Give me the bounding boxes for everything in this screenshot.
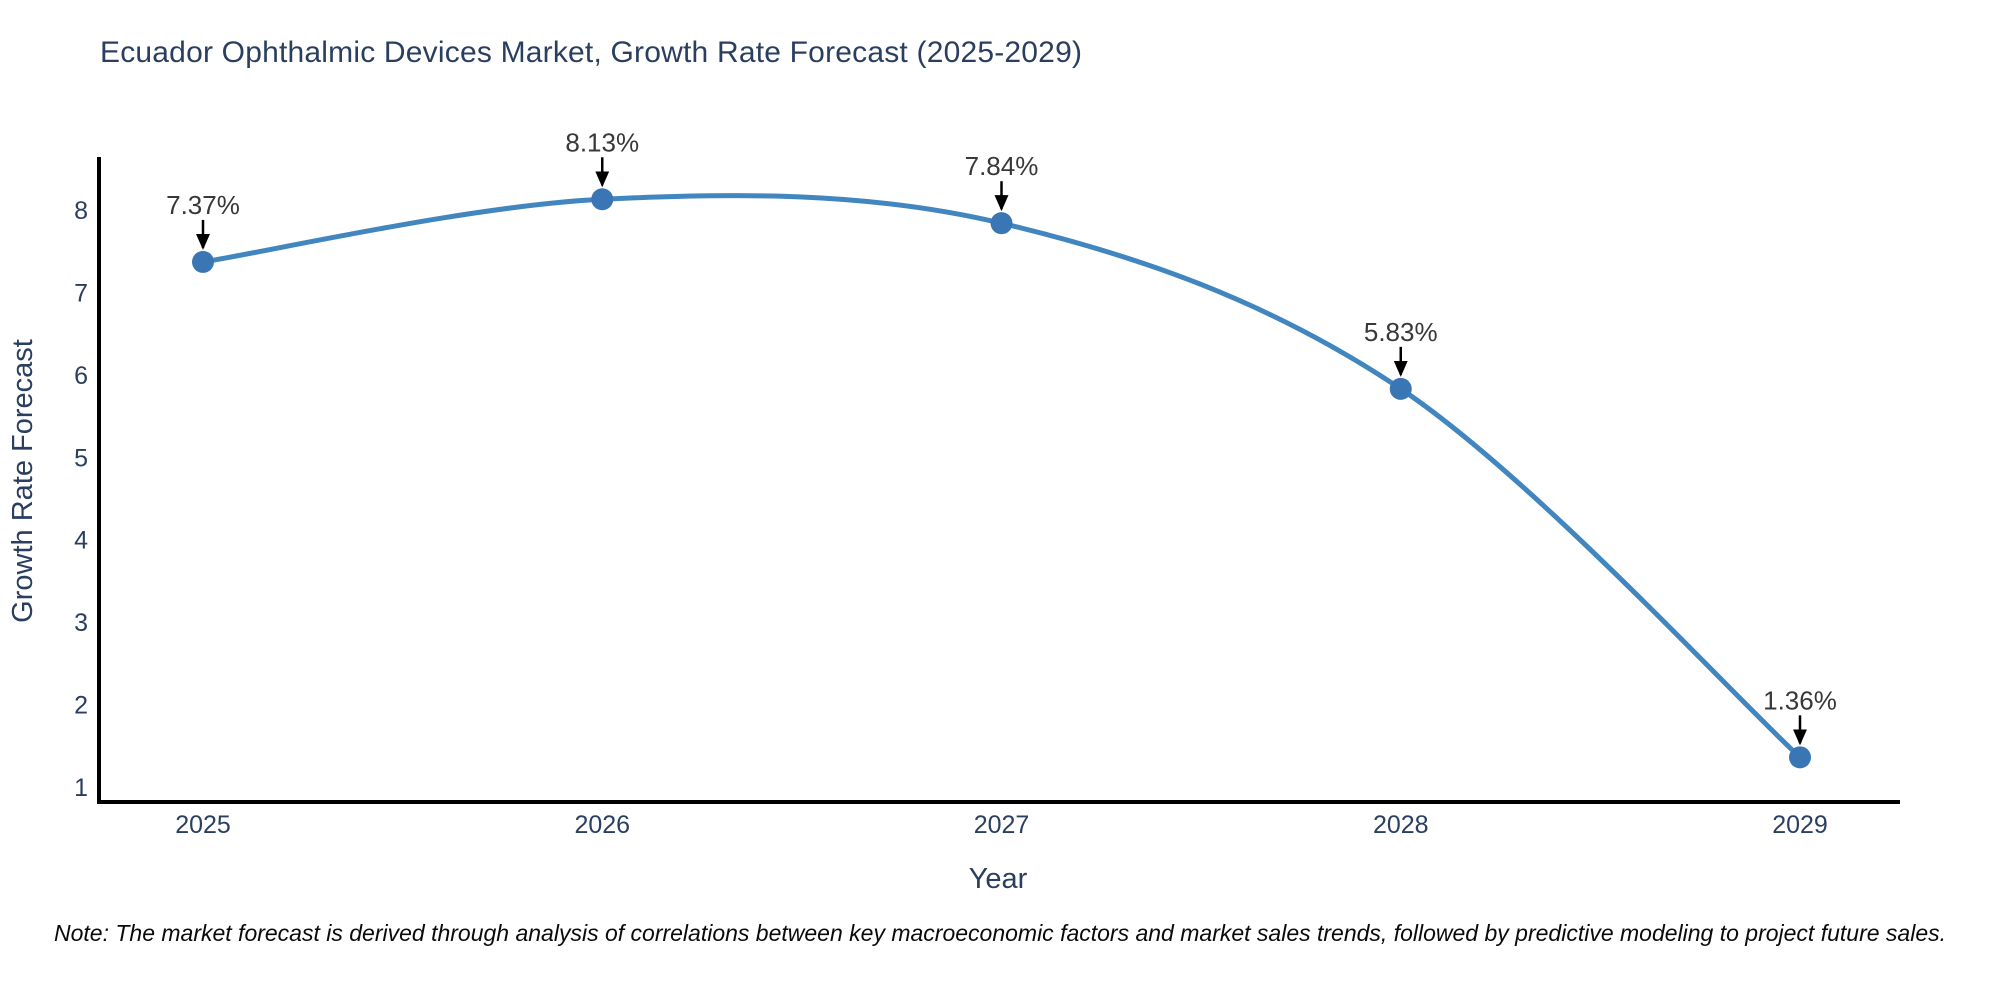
data-label: 1.36% (1763, 685, 1837, 715)
data-label: 7.37% (166, 190, 240, 220)
data-point-marker[interactable] (1389, 377, 1412, 400)
chart-title: Ecuador Ophthalmic Devices Market, Growt… (100, 36, 1083, 69)
y-tick-label: 3 (74, 609, 88, 637)
trend-line (202, 193, 1802, 760)
data-point-marker[interactable] (990, 212, 1013, 235)
y-tick-label: 7 (74, 279, 88, 307)
data-point-marker[interactable] (192, 250, 214, 273)
data-point-marker[interactable] (1789, 746, 1811, 769)
x-tick-label: 2026 (574, 811, 630, 839)
y-tick-label: 1 (74, 774, 88, 802)
y-tick-label: 5 (74, 444, 88, 472)
x-tick-label: 2027 (974, 811, 1030, 839)
x-tick-label: 2025 (175, 811, 231, 839)
data-point-marker[interactable] (591, 188, 614, 211)
y-tick-label: 6 (74, 362, 88, 390)
plot-layer: 1 2 3 4 5 6 7 8 2025 2026 2027 2028 2029 7.37% 8.13% 7.… (74, 127, 1837, 839)
data-label: 7.84% (965, 151, 1039, 181)
footnote: Note: The market forecast is derived thr… (53, 920, 1947, 946)
data-label: 8.13% (565, 127, 639, 157)
y-axis-title: Growth Rate Forecast (7, 339, 39, 623)
y-tick-label: 8 (74, 197, 88, 225)
x-tick-label: 2028 (1373, 811, 1429, 839)
y-tick-label: 4 (74, 527, 88, 555)
data-label: 5.83% (1364, 317, 1438, 347)
x-tick-label: 2029 (1772, 811, 1828, 839)
y-tick-label: 2 (74, 692, 88, 720)
x-axis-title: Year (969, 863, 1028, 895)
